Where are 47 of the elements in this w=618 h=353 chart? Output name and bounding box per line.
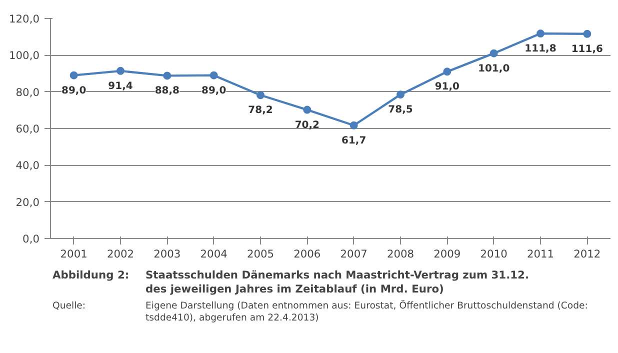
x-tick-label: 2008 (386, 248, 414, 260)
point (536, 30, 544, 38)
y-tick-label: 0,0 (22, 232, 40, 246)
x-tick-label: 2012 (574, 248, 601, 260)
x-tick-label: 2003 (154, 248, 181, 260)
data-label: 89,0 (61, 85, 86, 96)
point (303, 106, 312, 114)
source-note: Quelle: (52, 300, 86, 312)
data-label: 111,8 (524, 44, 556, 55)
data-label: 70,2 (294, 120, 320, 131)
point (163, 72, 172, 80)
data-label: 111,6 (571, 44, 604, 55)
point (443, 68, 452, 76)
data-label: 89,0 (201, 85, 226, 96)
y-tick-label: 60,0 (16, 122, 40, 136)
x-tick-label: 2006 (294, 248, 321, 260)
data-label: 91,4 (108, 80, 133, 92)
point (583, 30, 592, 38)
x-tick-label: 2005 (246, 248, 274, 260)
point (490, 49, 498, 58)
point (210, 71, 218, 80)
data-label: 78,5 (388, 104, 413, 116)
text: Staatsschulden Dänemarks nach Maastricht-Vertrag zum 31.12. des jeweiligen Jahres im Zeitablauf (in Mrd. Euro) (146, 268, 530, 296)
text: Abbildung 2: (52, 268, 130, 282)
x-tick-label: 2004 (200, 248, 228, 260)
data-label: 88,8 (154, 86, 180, 97)
data-label: 91,0 (434, 82, 460, 93)
y-tick-label: 80,0 (16, 86, 40, 99)
point (116, 66, 124, 75)
x-tick-label: 2001 (60, 248, 88, 260)
point (396, 90, 404, 99)
x-tick-label: 2010 (480, 248, 508, 260)
data-label: 78,2 (248, 105, 273, 116)
x-tick-label: 2007 (340, 248, 368, 260)
y-tick-label: 120,0 (8, 12, 40, 26)
data-label: 101,0 (478, 63, 510, 74)
point (350, 121, 358, 130)
x-tick-label: 2011 (526, 248, 554, 260)
data-label: 61,7 (341, 135, 366, 146)
text: Eigene Darstellung (Daten entnommen aus: Eurostat, Öffentlicher Bruttoschuldenstand (Code: tsdde410), abgerufen am 22.4.2013) (146, 300, 588, 324)
y-tick-label: 20,0 (16, 196, 40, 209)
x-tick-label: 2009 (434, 248, 461, 260)
point (70, 71, 78, 80)
x-tick-label: 2002 (106, 248, 134, 260)
point (256, 91, 264, 100)
y-tick-label: 40,0 (16, 159, 40, 172)
y-tick-label: 100,0 (8, 49, 40, 62)
